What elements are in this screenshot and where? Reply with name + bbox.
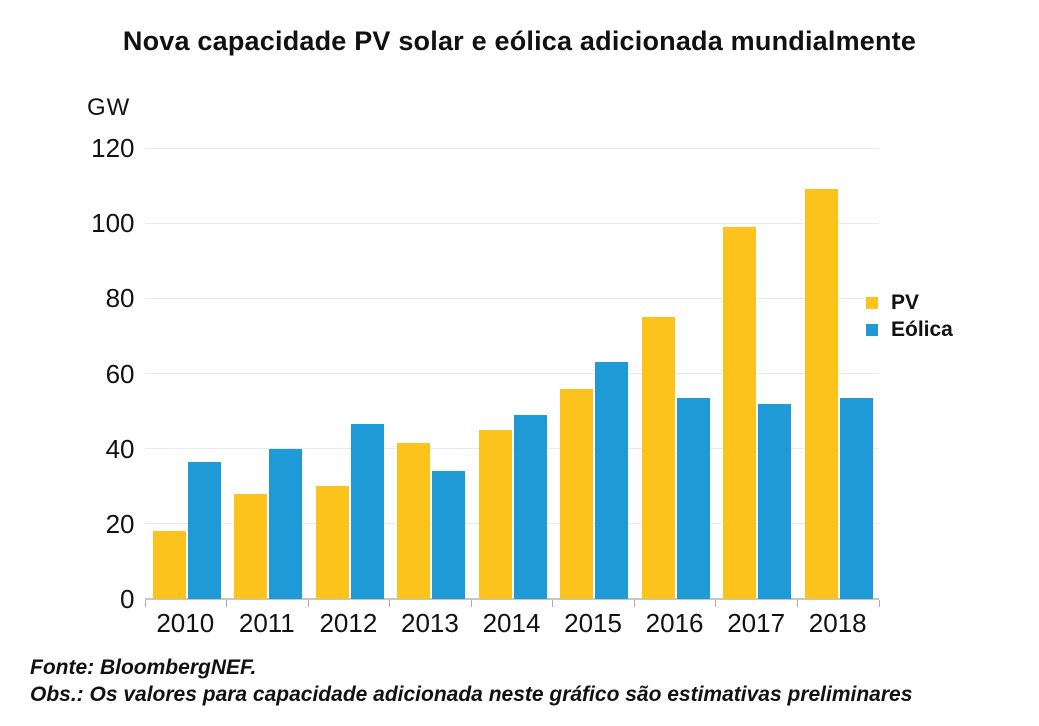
x-tick-label-2013: 2013 [401,608,459,638]
bar-eolica-2012 [350,424,384,599]
x-axis-tick-5 [552,600,554,607]
gridline-120 [144,147,879,149]
eolica-legend-label: Eólica [891,317,953,341]
x-axis-tick-1 [226,600,228,607]
bar-eolica-2010 [187,461,221,599]
bar-pv-2010 [152,531,186,599]
bar-pv-2012 [315,486,349,599]
x-tick-label-2012: 2012 [319,608,378,638]
y-tick-label-0: 0 [120,584,135,614]
footer-notes: Fonte: BloombergNEF. Obs.: Os valores pa… [30,654,912,708]
bar-pv-2011 [234,493,268,599]
x-axis-tick-0 [144,600,146,607]
x-tick-label-2015: 2015 [564,608,622,638]
x-axis-tick-2 [307,600,309,607]
bar-pv-2014 [478,429,512,599]
bar-eolica-2018 [839,397,873,599]
gridline-60 [144,373,879,374]
y-tick-label-120: 120 [91,133,135,163]
x-tick-label-2016: 2016 [645,608,704,638]
bar-eolica-2017 [758,403,792,599]
x-axis-tick-4 [470,600,472,607]
bar-pv-2018 [804,189,838,599]
source-note: Fonte: BloombergNEF. [30,656,257,679]
bar-eolica-2015 [595,362,629,599]
gridline-80 [144,297,879,299]
eolica-legend-swatch-icon [866,323,878,336]
bar-eolica-2014 [513,414,547,599]
bar-pv-2016 [641,317,675,599]
bar-eolica-2016 [676,397,710,599]
y-tick-label-20: 20 [105,508,135,539]
x-axis-line [144,598,879,600]
x-tick-label-2010: 2010 [156,608,215,638]
x-tick-label-2017: 2017 [727,608,786,638]
pv-legend-label: PV [891,290,920,314]
x-axis-tick-8 [796,600,798,607]
y-tick-label-100: 100 [91,208,135,239]
x-tick-label-2018: 2018 [808,608,867,638]
pv-legend-swatch-icon [866,296,878,309]
x-axis-tick-3 [389,600,391,607]
bar-eolica-2011 [269,448,303,599]
x-tick-label-2011: 2011 [238,608,295,638]
bar-eolica-2013 [432,471,466,599]
y-tick-label-60: 60 [105,358,135,389]
bar-pv-2013 [397,443,431,599]
gridline-100 [144,222,879,224]
y-tick-label-40: 40 [105,433,135,464]
x-tick-label-2014: 2014 [482,608,541,638]
legend: PV Eólica [866,289,953,343]
y-axis-unit-label: GW [87,94,131,121]
estimates-note: Obs.: Os valores para capacidade adicion… [30,683,913,706]
y-tick-label-80: 80 [105,283,135,314]
chart-title: Nova capacidade PV solar e eólica adicio… [122,26,917,56]
bar-pv-2015 [560,388,594,599]
bar-pv-2017 [723,226,757,599]
x-axis-tick-7 [715,600,717,607]
x-axis-tick-6 [633,600,635,607]
x-axis-tick-9 [878,600,880,607]
legend-item-pv: PV [866,289,953,316]
legend-item-eolica: Eólica [866,316,953,343]
